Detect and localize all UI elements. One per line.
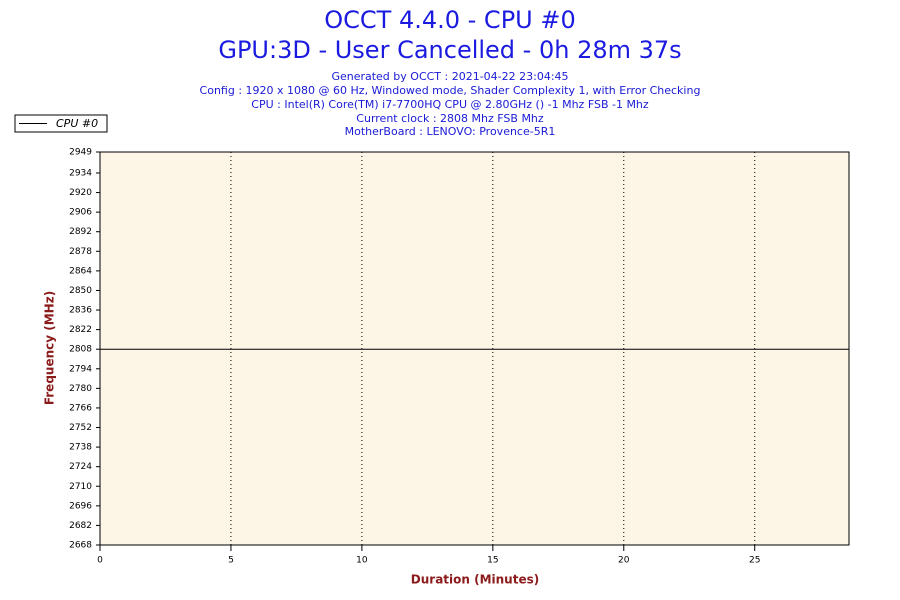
info-line: Current clock : 2808 Mhz FSB Mhz [356,112,544,125]
y-tick-label: 2864 [69,266,92,276]
info-line: Generated by OCCT : 2021-04-22 23:04:45 [331,70,568,83]
y-tick-label: 2668 [69,541,92,551]
x-tick-label: 5 [228,556,234,566]
x-axis-label: Duration (Minutes) [411,573,539,587]
legend-label: CPU #0 [56,117,98,130]
x-tick-label: 15 [487,556,498,566]
x-tick-label: 10 [356,556,368,566]
y-tick-label: 2949 [69,148,92,158]
chart-subtitle: GPU:3D - User Cancelled - 0h 28m 37s [218,36,681,64]
y-tick-label: 2738 [69,443,92,453]
chart-title: OCCT 4.4.0 - CPU #0 [324,6,575,34]
y-axis-label: Frequency (MHz) [43,291,57,405]
y-tick-label: 2752 [69,423,92,433]
y-tick-label: 2906 [69,208,92,218]
y-tick-label: 2724 [69,462,92,472]
y-tick-label: 2892 [69,227,92,237]
info-line: CPU : Intel(R) Core(TM) i7-7700HQ CPU @ … [251,98,649,111]
info-line: MotherBoard : LENOVO: Provence-5R1 [345,125,556,138]
y-tick-label: 2808 [69,345,92,355]
y-tick-label: 2682 [69,521,92,531]
y-tick-label: 2850 [69,286,92,296]
y-tick-label: 2878 [69,247,92,257]
x-tick-label: 25 [749,556,760,566]
plot-area [99,151,850,546]
y-tick-label: 2710 [69,482,92,492]
y-tick-label: 2794 [69,364,92,374]
y-tick-label: 2780 [69,384,92,394]
y-tick-label: 2920 [69,188,92,198]
y-tick-label: 2822 [69,325,92,335]
y-tick-label: 2934 [69,168,92,178]
y-tick-label: 2836 [69,306,92,316]
info-line: Config : 1920 x 1080 @ 60 Hz, Windowed m… [200,84,701,97]
legend-box [14,114,108,133]
x-tick-label: 0 [97,556,103,566]
y-tick-label: 2766 [69,403,92,413]
y-tick-label: 2696 [69,501,92,511]
x-tick-label: 20 [618,556,630,566]
